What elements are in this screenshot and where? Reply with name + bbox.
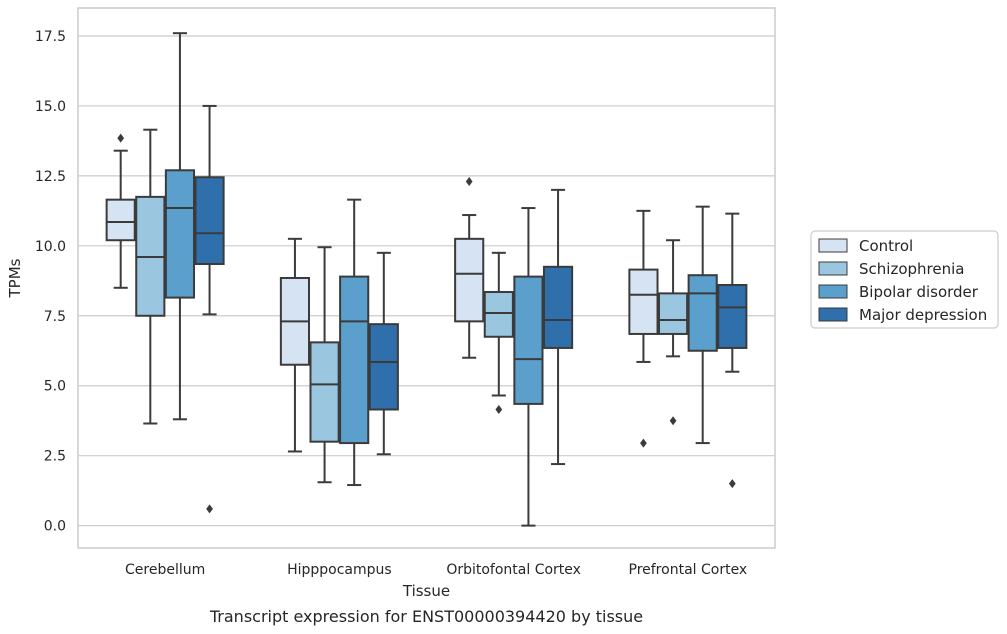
box-body — [164, 169, 196, 299]
box-body — [309, 341, 340, 443]
outlier-point — [465, 176, 473, 186]
y-tick-label: 2.5 — [44, 449, 66, 465]
box-body — [105, 198, 136, 242]
box-0-0 — [105, 133, 136, 289]
outlier-point — [728, 479, 736, 489]
y-tick-label: 7.5 — [44, 309, 66, 325]
outlier-point — [206, 504, 213, 514]
y-tick-labels: 0.0 2.5 5.0 7.5 10.0 12.5 15.0 17.5 — [35, 29, 66, 535]
x-tick-labels: Cerebellum Hipppocampus Orbitofontal Corte… — [125, 562, 747, 578]
x-tick-label: Orbitofontal Cortex — [446, 562, 581, 578]
y-axis-label: TPMs — [6, 258, 24, 298]
legend-entry: Schizophrenia — [859, 260, 964, 278]
y-tick-label: 10.0 — [35, 239, 66, 255]
box-plots — [105, 32, 748, 527]
outlier-point — [669, 416, 677, 426]
box-body — [628, 268, 659, 335]
box-3-3 — [717, 212, 748, 489]
legend-entry: Major depression — [859, 306, 987, 324]
box-2-1 — [483, 251, 514, 415]
box-body — [194, 176, 225, 266]
x-tick-label: Prefrontal Cortex — [629, 562, 748, 578]
box-body — [368, 323, 399, 411]
x-axis-label: Tissue — [402, 582, 450, 600]
box-2-3 — [542, 188, 574, 466]
outlier-point — [495, 405, 503, 415]
box-body — [454, 237, 485, 323]
box-body — [687, 274, 718, 352]
legend-swatch — [818, 284, 848, 299]
legend-entry: Bipolar disorder — [859, 283, 979, 301]
box-1-3 — [368, 251, 399, 456]
y-tick-label: 0.0 — [44, 519, 66, 535]
box-3-2 — [687, 205, 718, 445]
box-body — [717, 283, 748, 349]
chart-caption: Transcript expression for ENST0000039442… — [209, 607, 643, 626]
legend-swatch — [818, 307, 848, 322]
box-0-3 — [194, 104, 225, 514]
outlier-point — [640, 438, 647, 448]
box-1-1 — [309, 246, 340, 484]
box-body — [513, 275, 544, 405]
box-body — [339, 275, 370, 445]
x-tick-label: Hipppocampus — [287, 562, 392, 578]
box-2-2 — [513, 207, 544, 527]
outlier-point — [117, 133, 125, 143]
box-0-1 — [135, 128, 166, 425]
y-tick-label: 5.0 — [44, 379, 66, 395]
legend-swatch — [818, 238, 848, 253]
box-1-2 — [339, 198, 370, 487]
x-tick-label: Cerebellum — [125, 562, 205, 578]
y-tick-label: 12.5 — [35, 169, 66, 185]
y-tick-label: 15.0 — [35, 99, 66, 115]
box-2-0 — [454, 176, 485, 359]
y-tick-label: 17.5 — [35, 29, 66, 45]
legend-swatch — [818, 261, 848, 276]
box-0-2 — [164, 32, 196, 421]
box-1-0 — [279, 237, 311, 453]
legend: Control Schizophrenia Bipolar disorder Majo… — [810, 230, 999, 329]
plot-frame — [77, 7, 776, 549]
box-body — [542, 265, 574, 349]
legend-entry: Control — [859, 237, 913, 255]
box-body — [483, 290, 514, 338]
box-3-1 — [657, 239, 689, 426]
legend-frame — [810, 230, 999, 329]
box-body — [657, 292, 689, 335]
box-3-0 — [628, 209, 659, 448]
